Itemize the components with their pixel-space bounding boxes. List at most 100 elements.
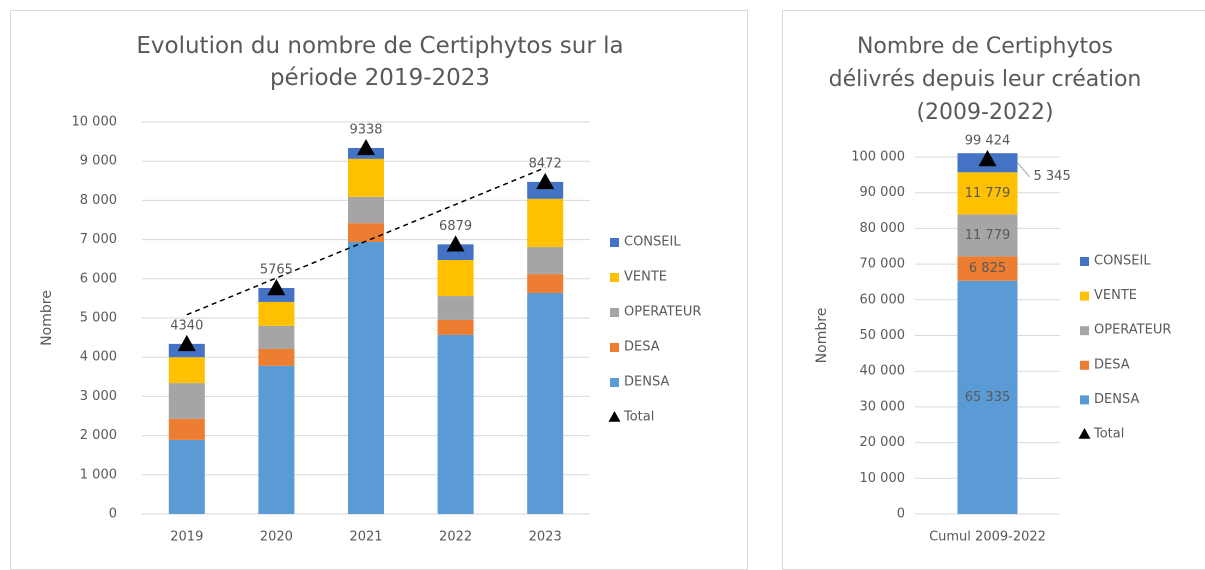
bar-segment	[527, 181, 564, 199]
total-label: 4340	[170, 318, 203, 333]
y-tick-label: 90 000	[860, 185, 906, 200]
y-tick-label: 100 000	[851, 150, 905, 165]
charts: 0 1 000 2 000 3 000 4 000 5 000 6 000 7 000 8 00…	[39, 115, 1171, 545]
bar-segment	[437, 319, 474, 335]
legend-swatch	[1078, 428, 1091, 439]
chart-title: Nombre de Certiphytos délivrés depuis le…	[828, 34, 1142, 125]
y-tick-label: 7 000	[80, 232, 117, 247]
bar-segment	[258, 301, 295, 326]
y-tick-label: 70 000	[860, 257, 906, 272]
bar-segment	[957, 280, 1018, 514]
legend-swatch	[1080, 326, 1089, 336]
bar-segment	[527, 247, 564, 275]
x-tick-label: 2022	[439, 530, 472, 545]
total-label: 8472	[529, 156, 562, 171]
y-tick-label: 9 000	[80, 154, 117, 169]
bar-segment	[957, 256, 1018, 281]
y-tick-label: 30 000	[860, 399, 906, 414]
legend-label: CONSEIL	[624, 235, 681, 250]
x-tick-label: 2020	[260, 530, 293, 545]
legend-label: OPERATEUR	[1094, 323, 1171, 338]
y-tick-label: 40 000	[860, 364, 906, 379]
y-tick-label: 50 000	[860, 328, 906, 343]
bar-segment	[168, 357, 205, 384]
data-label: 11 779	[965, 228, 1011, 243]
data-label: 11 779	[965, 186, 1011, 201]
bar-segment	[348, 223, 384, 242]
y-tick-label: 6 000	[80, 271, 117, 286]
page: {"chart_data": [ {"type": "bar", "stacke…	[10, 10, 1205, 570]
bar-segment	[437, 334, 474, 514]
y-axis-label: Nombre	[814, 308, 830, 364]
x-tick-label: 2023	[529, 530, 562, 545]
legend-swatch	[1080, 395, 1089, 405]
legend-label: Total	[623, 410, 654, 425]
y-tick-label: 3 000	[80, 389, 117, 404]
y-tick-label: 10 000	[72, 115, 118, 130]
legend-label: VENTE	[1094, 288, 1137, 303]
bar-segment	[957, 214, 1018, 257]
data-label: 65 335	[965, 390, 1011, 405]
bar-segment	[437, 244, 474, 260]
total-label: 9338	[349, 122, 382, 137]
bar-segment	[437, 259, 474, 297]
total-marker	[267, 279, 286, 296]
legend-swatch	[610, 308, 619, 317]
bar-segment	[527, 198, 564, 248]
bar-segment	[168, 383, 205, 419]
bar-segment	[258, 325, 295, 349]
bar-segment	[527, 292, 564, 514]
y-tick-label: 8 000	[80, 193, 117, 208]
legend-swatch	[610, 343, 619, 352]
bar-segment	[168, 418, 205, 440]
legend-swatch	[1080, 257, 1089, 266]
legend-swatch	[610, 378, 619, 387]
total-marker	[536, 172, 555, 190]
y-tick-label: 1 000	[80, 467, 117, 482]
bar-segment	[258, 365, 295, 514]
y-tick-label: 0	[109, 507, 117, 522]
legend-label: DESA	[624, 340, 660, 355]
total-label: 5765	[260, 263, 293, 278]
legend-label: DENSA	[1094, 392, 1139, 407]
legend-swatch	[1080, 291, 1089, 301]
x-tick-label: 2021	[349, 530, 382, 545]
y-tick-label: 10 000	[860, 471, 906, 486]
total-marker	[177, 334, 196, 352]
trend-line	[186, 166, 546, 316]
bar-segment	[168, 439, 205, 514]
bar-segment	[348, 196, 384, 224]
legend-label: OPERATEUR	[624, 305, 701, 320]
x-tick-label: 2019	[170, 530, 203, 545]
bar-segment	[957, 172, 1018, 215]
legend-swatch	[610, 238, 619, 247]
total-marker	[978, 150, 997, 167]
y-tick-label: 20 000	[860, 435, 906, 450]
y-tick-label: 0	[897, 507, 905, 522]
legend-swatch	[608, 411, 621, 422]
bar-segment	[348, 241, 384, 514]
legend-swatch	[610, 273, 619, 282]
leader-line	[1017, 162, 1030, 178]
y-tick-label: 60 000	[860, 292, 906, 307]
legend-label: DENSA	[624, 375, 669, 390]
legend-label: VENTE	[624, 270, 667, 285]
total-marker	[446, 235, 465, 252]
total-label: 6879	[439, 219, 472, 234]
legend-label: CONSEIL	[1094, 254, 1151, 269]
y-axis-label: Nombre	[39, 290, 55, 346]
y-tick-label: 5 000	[80, 311, 117, 326]
legend-label: DESA	[1094, 357, 1130, 372]
data-label: 6 825	[969, 261, 1006, 276]
bar-segment	[258, 348, 295, 366]
y-tick-label: 2 000	[80, 428, 117, 443]
legend-swatch	[1080, 360, 1089, 370]
bar-segment	[527, 274, 564, 293]
bar-segment	[437, 296, 474, 320]
y-tick-label: 4 000	[80, 350, 117, 365]
total-label: 99 424	[965, 134, 1011, 149]
x-tick-label: Cumul 2009-2022	[929, 530, 1046, 545]
legend-label: Total	[1093, 427, 1124, 442]
chart-title: Evolution du nombre de Certiphytos sur l…	[136, 33, 624, 92]
total-marker	[357, 138, 375, 156]
